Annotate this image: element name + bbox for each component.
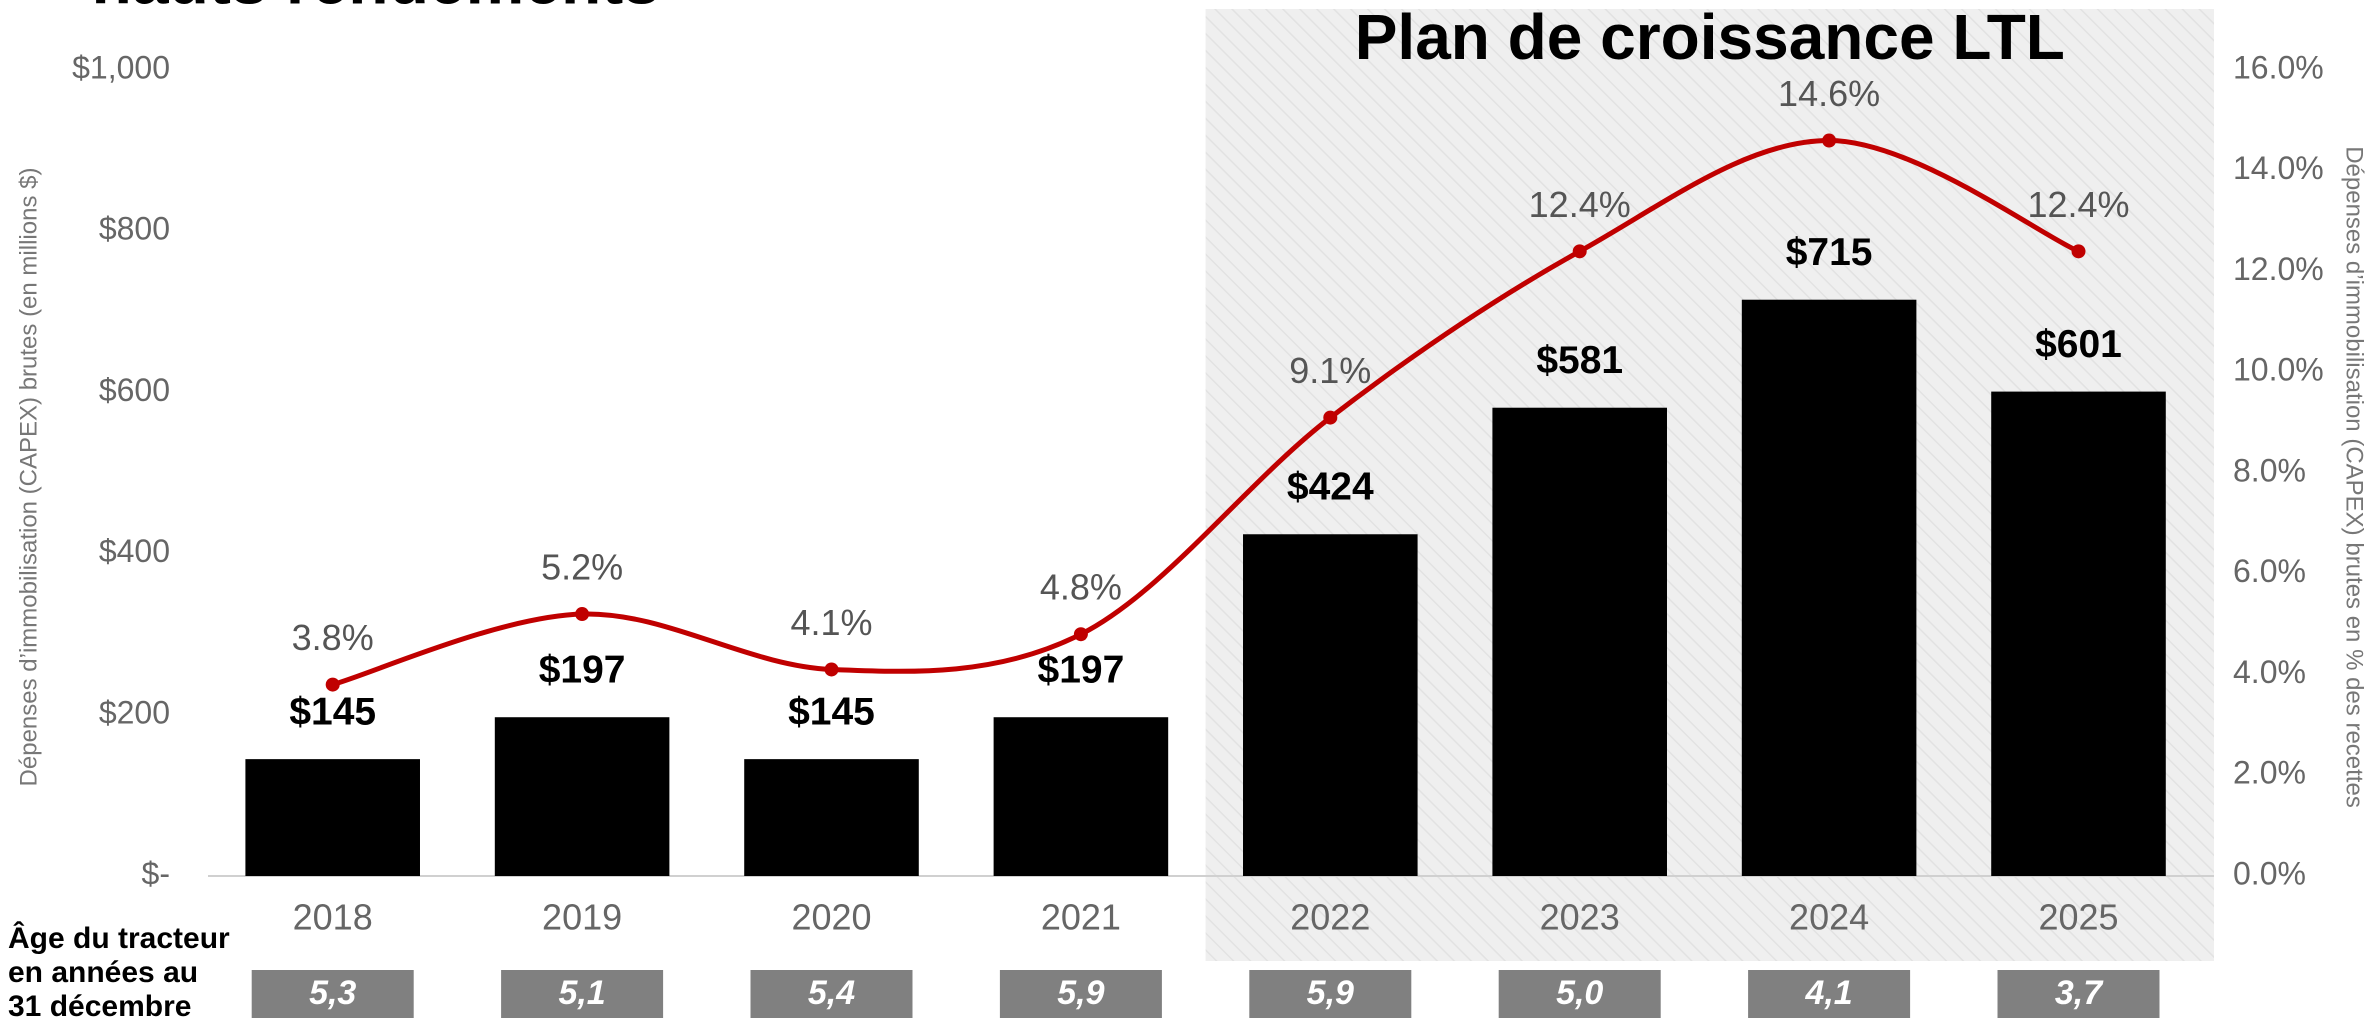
x-tick-label: 2021	[1041, 897, 1121, 938]
y2-axis-title: Dépenses d’immobilisation (CAPEX) brutes…	[2341, 146, 2368, 808]
bar-value-label: $424	[1287, 466, 1374, 509]
age-value: 5,4	[808, 974, 855, 1012]
bar	[744, 759, 919, 876]
line-value-label: 12.4%	[2027, 184, 2129, 225]
line-value-label: 4.1%	[790, 602, 872, 643]
age-box	[1249, 970, 1412, 1018]
age-box	[501, 970, 664, 1018]
line-value-label: 4.8%	[1040, 567, 1122, 608]
y-tick-label: $-	[142, 855, 170, 891]
age-box	[750, 970, 913, 1018]
bar-value-label: $145	[788, 690, 875, 733]
line-point	[575, 607, 590, 622]
y2-tick-label: 6.0%	[2233, 553, 2306, 589]
age-value: 5,3	[309, 974, 356, 1012]
line-value-label: 12.4%	[1529, 184, 1631, 225]
y2-tick-label: 0.0%	[2233, 855, 2306, 891]
line-value-label: 14.6%	[1778, 73, 1880, 114]
y2-tick-label: 14.0%	[2233, 150, 2324, 186]
age-value: 5,0	[1556, 974, 1603, 1012]
line	[332, 138, 2080, 687]
age-value: 5,1	[558, 974, 605, 1012]
bar-value-label: $601	[2035, 323, 2122, 366]
chart-title: Plan de croissance LTL	[1355, 1, 2065, 73]
bar-value-label: $581	[1536, 339, 1623, 382]
y2-tick-label: 2.0%	[2233, 755, 2306, 791]
age-value: 5,9	[1307, 974, 1354, 1012]
line-point	[1822, 133, 1837, 148]
age-value: 3,7	[2055, 974, 2104, 1012]
x-tick-label: 2025	[2038, 897, 2118, 938]
bar	[494, 717, 670, 876]
age-row-label: en années au	[8, 956, 198, 989]
line-point	[325, 677, 340, 692]
line-point	[1073, 627, 1088, 642]
age-row-label: Âge du tracteur	[8, 921, 230, 955]
x-tick-label: 2022	[1290, 897, 1370, 938]
line-point	[2071, 244, 2086, 259]
bar	[1492, 407, 1667, 876]
y2-tick-label: 12.0%	[2233, 251, 2324, 287]
y2-tick-label: 4.0%	[2233, 654, 2306, 690]
age-box	[1748, 970, 1911, 1018]
bar	[1741, 299, 1917, 877]
x-tick-label: 2020	[791, 897, 871, 938]
y-tick-label: $400	[99, 533, 170, 569]
y-tick-label: $200	[99, 694, 170, 730]
bar	[1243, 534, 1418, 876]
bar-value-label: $145	[289, 690, 376, 733]
bar	[993, 717, 1169, 876]
line-point	[1323, 410, 1338, 425]
bar	[245, 759, 420, 876]
age-box	[1498, 970, 1661, 1018]
line-value-label: 5.2%	[541, 547, 623, 588]
line-value-label: 3.8%	[292, 617, 374, 658]
bar-value-label: $715	[1786, 231, 1873, 274]
x-tick-label: 2024	[1789, 897, 1869, 938]
bar-value-label: $197	[539, 649, 626, 692]
age-box	[1997, 970, 2160, 1018]
bar-value-label: $197	[1038, 649, 1125, 692]
age-row-label: 31 décembre	[8, 990, 191, 1019]
age-value: 5,9	[1057, 974, 1104, 1012]
line-point	[824, 662, 839, 677]
x-tick-label: 2018	[293, 897, 373, 938]
y-tick-label: $1,000	[72, 49, 170, 85]
page-heading: hauts rendements	[92, 0, 660, 17]
age-box	[999, 970, 1162, 1018]
y-axis-title: Dépenses d’immobilisation (CAPEX) brutes…	[15, 168, 42, 787]
line-point	[1572, 244, 1587, 259]
y2-tick-label: 10.0%	[2233, 352, 2324, 388]
bar	[1991, 391, 2166, 876]
y-tick-label: $800	[99, 211, 170, 247]
y2-tick-label: 8.0%	[2233, 452, 2306, 488]
x-tick-label: 2023	[1540, 897, 1620, 938]
age-box	[251, 970, 414, 1018]
line-value-label: 9.1%	[1289, 350, 1371, 391]
x-tick-label: 2019	[542, 897, 622, 938]
y2-tick-label: 16.0%	[2233, 49, 2324, 85]
y-tick-label: $600	[99, 372, 170, 408]
age-value: 4,1	[1804, 974, 1852, 1012]
